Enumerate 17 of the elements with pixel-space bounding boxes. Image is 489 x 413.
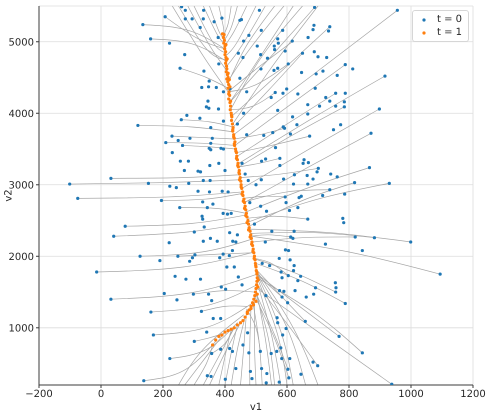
y-axis-title: v2 xyxy=(4,189,14,202)
x-tick-label: −200 xyxy=(25,389,53,400)
x-tick-label: 200 xyxy=(153,389,173,400)
y-tick-label: 1000 xyxy=(8,323,34,334)
x-tick-label: 0 xyxy=(98,389,104,400)
y-tick-label: 4000 xyxy=(8,108,34,120)
y-tick-label: 3000 xyxy=(8,180,34,192)
legend-label: t = 0 xyxy=(436,13,462,26)
legend-label: t = 1 xyxy=(436,26,462,39)
x-axis-title: v1 xyxy=(250,402,262,413)
x-tick-label: 600 xyxy=(277,389,297,400)
x-tick-label: 1200 xyxy=(460,389,486,400)
y-tick-label: 2000 xyxy=(8,252,34,263)
x-tick-label: 1000 xyxy=(398,389,424,400)
x-tick-label: 400 xyxy=(215,389,235,400)
x-tick-label: 800 xyxy=(339,389,359,400)
y-tick-label: 5000 xyxy=(8,37,34,48)
